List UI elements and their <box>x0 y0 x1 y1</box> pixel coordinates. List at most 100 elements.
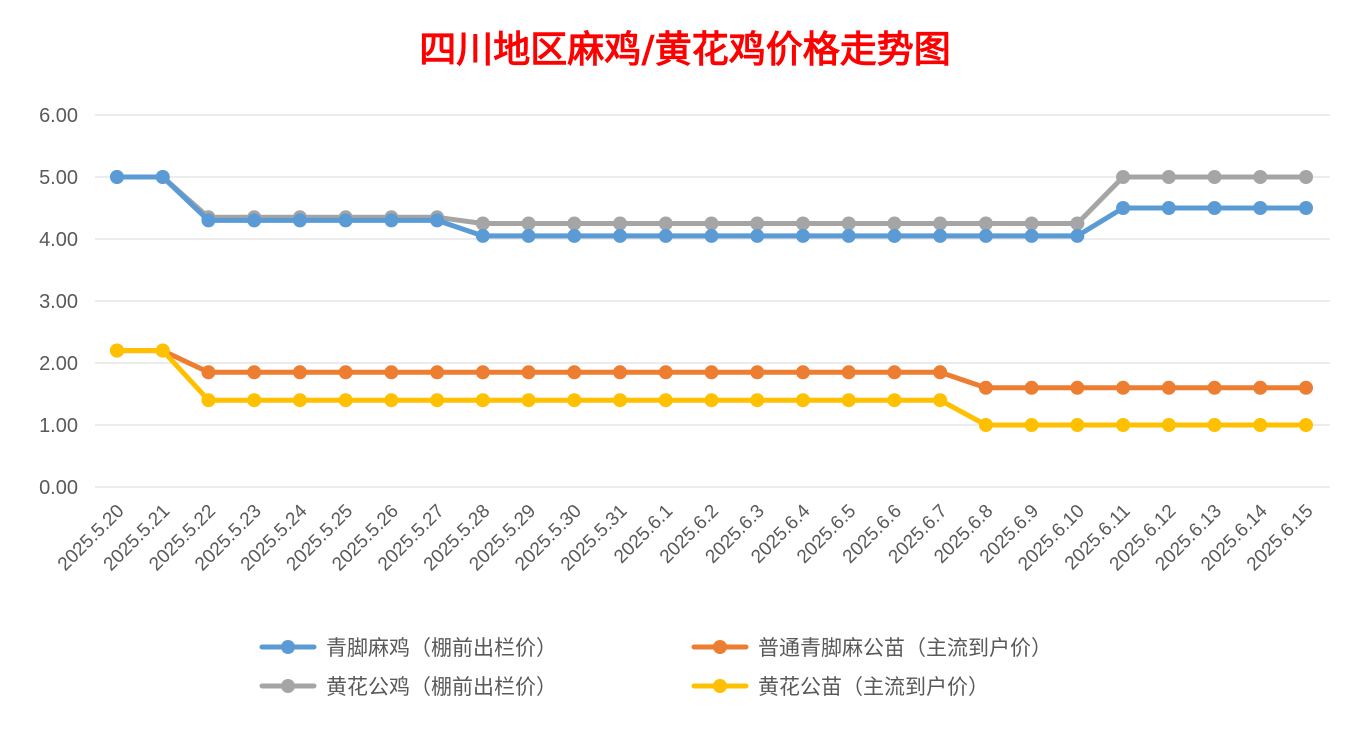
data-point <box>201 213 216 228</box>
data-point <box>658 365 673 380</box>
data-point <box>1253 170 1268 184</box>
y-tick-label: 2.00 <box>39 353 78 375</box>
data-point <box>613 393 628 408</box>
data-point <box>704 228 719 243</box>
data-point <box>795 365 810 380</box>
data-point <box>430 393 445 408</box>
data-point <box>1161 380 1176 395</box>
data-point <box>1024 380 1039 395</box>
data-point <box>841 393 856 408</box>
data-point <box>247 393 262 408</box>
data-point <box>1024 216 1039 231</box>
data-point <box>1116 380 1131 395</box>
data-point <box>933 365 948 380</box>
data-point <box>704 393 719 408</box>
data-point <box>475 393 490 408</box>
data-point <box>841 228 856 243</box>
y-tick-label: 0.00 <box>39 477 78 499</box>
data-point <box>1253 201 1268 215</box>
data-point <box>750 216 765 231</box>
data-point <box>384 365 399 380</box>
data-point <box>1116 170 1131 184</box>
data-point <box>1070 380 1085 395</box>
data-point <box>704 216 719 231</box>
data-point <box>933 216 948 231</box>
y-tick-label: 3.00 <box>39 291 78 313</box>
data-point <box>201 365 216 380</box>
data-point <box>247 213 262 228</box>
data-point <box>750 228 765 243</box>
x-axis-ticks: 2025.5.202025.5.212025.5.222025.5.232025… <box>54 500 1318 575</box>
data-point <box>795 216 810 231</box>
data-point <box>750 365 765 380</box>
data-point <box>887 216 902 231</box>
data-point <box>1299 380 1313 395</box>
data-point <box>521 216 536 231</box>
series-lines <box>110 170 1313 432</box>
data-point <box>933 393 948 408</box>
data-point <box>978 380 993 395</box>
data-point <box>1207 418 1222 432</box>
data-point <box>1024 418 1039 432</box>
data-point <box>110 343 124 358</box>
legend-label: 黄花公鸡（棚前出栏价） <box>326 675 557 699</box>
data-point <box>1116 201 1131 215</box>
data-point <box>110 170 124 184</box>
data-point <box>1161 201 1176 215</box>
y-tick-label: 4.00 <box>39 229 78 251</box>
data-point <box>1070 228 1085 243</box>
data-point <box>1299 201 1313 215</box>
data-point <box>795 228 810 243</box>
data-point <box>613 216 628 231</box>
data-point <box>155 170 170 184</box>
legend-label: 黄花公苗（主流到户价） <box>758 675 989 699</box>
legend-marker-swatch <box>281 679 295 693</box>
data-point <box>384 393 399 408</box>
data-point <box>887 228 902 243</box>
data-point <box>795 393 810 408</box>
data-point <box>567 216 582 231</box>
data-point <box>1299 418 1313 432</box>
y-tick-label: 1.00 <box>39 415 78 437</box>
data-point <box>521 393 536 408</box>
legend: 青脚麻鸡（棚前出栏价） 普通青脚麻公苗（主流到户价） 黄花公鸡（棚前出栏价） 黄花公苗… <box>259 636 1052 699</box>
data-point <box>338 213 353 228</box>
data-point <box>338 365 353 380</box>
data-point <box>1161 418 1176 432</box>
data-point <box>1207 170 1222 184</box>
data-point <box>292 213 307 228</box>
y-tick-label: 6.00 <box>39 105 78 127</box>
data-point <box>1253 418 1268 432</box>
data-point <box>887 393 902 408</box>
data-point <box>567 228 582 243</box>
data-point <box>658 228 673 243</box>
data-point <box>475 228 490 243</box>
y-tick-label: 5.00 <box>39 167 78 189</box>
legend-item: 黄花公鸡（棚前出栏价） <box>259 675 557 699</box>
data-point <box>521 365 536 380</box>
data-point <box>978 418 993 432</box>
chart-title: 四川地区麻鸡/黄花鸡价格走势图 <box>419 27 951 71</box>
series-3 <box>110 343 1313 432</box>
data-point <box>841 365 856 380</box>
data-point <box>521 228 536 243</box>
data-point <box>613 365 628 380</box>
data-point <box>887 365 902 380</box>
legend-marker-swatch <box>713 679 727 693</box>
data-point <box>430 365 445 380</box>
legend-marker-swatch <box>281 640 295 654</box>
legend-item: 青脚麻鸡（棚前出栏价） <box>259 636 557 660</box>
data-point <box>1253 380 1268 395</box>
legend-item: 普通青脚麻公苗（主流到户价） <box>691 636 1052 660</box>
data-point <box>1299 170 1313 184</box>
data-point <box>475 216 490 231</box>
data-point <box>841 216 856 231</box>
data-point <box>201 393 216 408</box>
data-point <box>1070 418 1085 432</box>
gridlines <box>95 114 1330 488</box>
data-point <box>750 393 765 408</box>
series-0 <box>110 170 1313 243</box>
data-point <box>1161 170 1176 184</box>
